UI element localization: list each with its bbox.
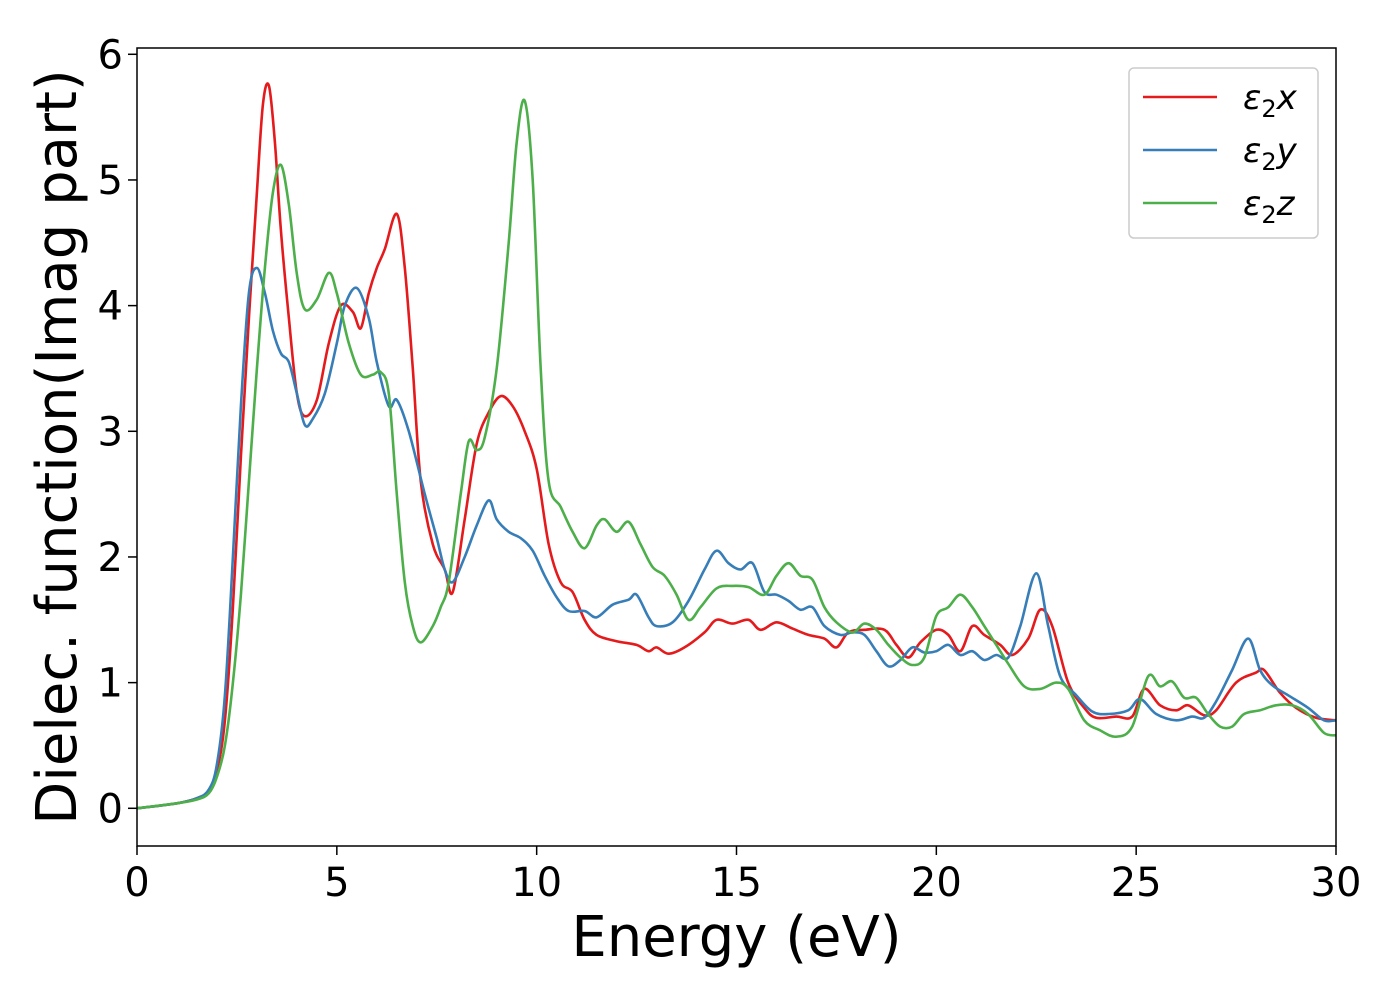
x-tick-label: 15 bbox=[711, 860, 762, 906]
y-tick-label: 5 bbox=[98, 158, 123, 204]
legend-subscript: 2 bbox=[1261, 148, 1276, 176]
x-tick-label: 0 bbox=[124, 860, 149, 906]
y-axis-label: Dielec. function(Imag part) bbox=[25, 69, 90, 825]
legend-label-x: ε2x bbox=[1243, 78, 1298, 123]
y-tick-label: 6 bbox=[98, 32, 123, 78]
x-axis-label: Energy (eV) bbox=[571, 905, 901, 970]
legend-symbol: ε bbox=[1243, 78, 1261, 118]
x-tick-label: 10 bbox=[511, 860, 562, 906]
y-tick-label: 2 bbox=[98, 535, 123, 581]
legend-variable: y bbox=[1276, 131, 1298, 171]
x-tick-label: 30 bbox=[1311, 860, 1362, 906]
legend-box bbox=[1128, 67, 1319, 239]
legend-subscript: 2 bbox=[1261, 201, 1276, 229]
legend-symbol: ε bbox=[1243, 131, 1261, 171]
plot-series bbox=[137, 82, 1336, 810]
legend-variable: x bbox=[1276, 78, 1298, 118]
series-line-z bbox=[137, 98, 1336, 810]
legend-subscript: 2 bbox=[1261, 95, 1276, 123]
legend-label-y: ε2y bbox=[1243, 131, 1298, 176]
y-tick-label: 1 bbox=[98, 661, 123, 707]
x-axis-ticks: 0 5 10 15 20 25 30 bbox=[124, 846, 1361, 906]
y-axis-ticks: 0 1 2 3 4 5 6 bbox=[98, 32, 137, 832]
series-line-x bbox=[137, 82, 1336, 810]
y-tick-label: 3 bbox=[98, 409, 123, 455]
series-line-y bbox=[137, 266, 1336, 810]
legend-label-z: ε2z bbox=[1243, 184, 1296, 229]
x-tick-label: 25 bbox=[1111, 860, 1162, 906]
y-tick-label: 4 bbox=[98, 284, 123, 330]
legend-variable: z bbox=[1276, 184, 1296, 224]
legend-symbol: ε bbox=[1243, 184, 1261, 224]
x-tick-label: 5 bbox=[324, 860, 349, 906]
x-tick-label: 20 bbox=[911, 860, 962, 906]
y-tick-label: 0 bbox=[98, 786, 123, 832]
